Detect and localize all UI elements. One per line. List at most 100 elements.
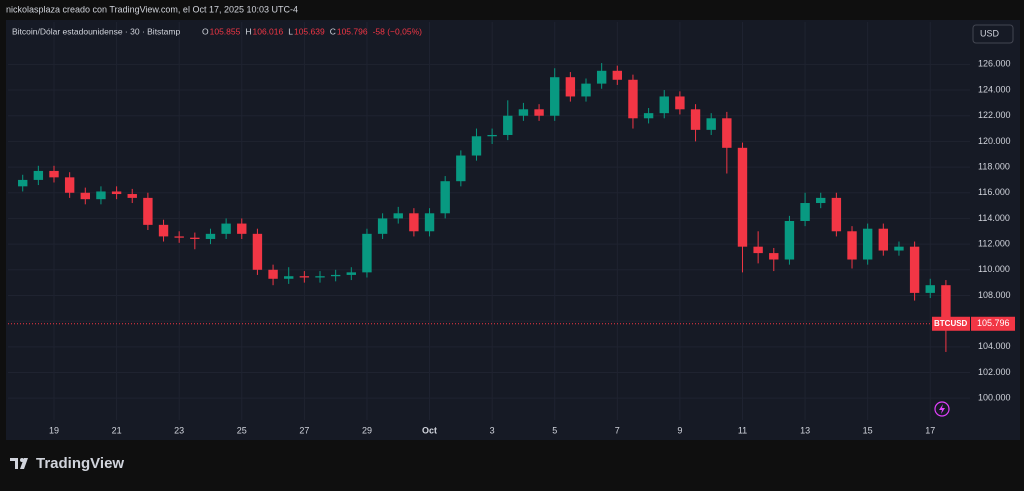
- candle-body: [252, 233, 263, 270]
- x-tick-label: 25: [237, 425, 247, 435]
- y-tick-label: 120.000: [978, 136, 1011, 146]
- candle-body: [143, 197, 153, 225]
- ohlc-key: L: [288, 26, 293, 36]
- candle-body: [158, 224, 169, 237]
- x-tick-label: 29: [362, 425, 372, 435]
- candle-body: [330, 274, 341, 277]
- symbol: Bitcoin/Dólar estadounidense · 30 · Bits…: [12, 26, 180, 36]
- candle-body: [346, 272, 356, 275]
- candle-body: [565, 77, 576, 97]
- candle-body: [518, 109, 529, 116]
- candle-body: [315, 276, 325, 278]
- candle-body: [424, 213, 435, 232]
- y-tick-label: 114.000: [978, 213, 1010, 223]
- candle-body: [299, 276, 310, 278]
- candle-body: [862, 228, 873, 260]
- candle-body: [894, 246, 904, 251]
- x-tick-label: 17: [925, 425, 935, 435]
- candle-body: [941, 285, 951, 324]
- candle-body: [690, 109, 701, 130]
- candle-body: [174, 236, 184, 238]
- candle-body: [221, 223, 231, 234]
- y-tick-label: 124.000: [978, 84, 1011, 94]
- x-tick-label: 7: [615, 425, 620, 435]
- price-label: 105.796: [977, 318, 1010, 328]
- ohlc-value: 105.639: [294, 26, 325, 36]
- y-tick-label: 100.000: [978, 393, 1011, 403]
- candle-body: [377, 218, 388, 234]
- candle-body: [362, 233, 372, 273]
- y-tick-label: 126.000: [978, 59, 1011, 69]
- alert-bolt: [939, 404, 945, 414]
- candle-body: [596, 70, 607, 84]
- candle-body: [550, 77, 560, 116]
- credit: nickolasplaza creado con TradingView.com…: [6, 4, 298, 14]
- candle-body: [393, 213, 403, 219]
- ohlc-key: C: [330, 26, 336, 36]
- brand-name: TradingView: [36, 455, 124, 472]
- x-tick-label: 11: [738, 425, 747, 435]
- candle-body: [612, 70, 623, 80]
- candle-body: [64, 177, 75, 193]
- candle-body: [205, 233, 216, 239]
- candle-body: [659, 96, 669, 114]
- candle-body: [409, 213, 419, 232]
- x-tick-label: 27: [299, 425, 309, 435]
- y-tick-label: 102.000: [978, 367, 1011, 377]
- currency-button[interactable]: [972, 24, 1014, 44]
- price-tag: [971, 316, 1015, 331]
- candle-body: [96, 191, 106, 200]
- change: -58 (−0,05%): [373, 26, 423, 36]
- candle-body: [18, 179, 28, 187]
- candle-body: [816, 197, 826, 204]
- x-tick-label: 3: [490, 425, 495, 435]
- candle-body: [784, 221, 795, 260]
- candle-body: [440, 181, 450, 214]
- y-tick-label: 116.000: [978, 187, 1010, 197]
- candle-body: [471, 136, 482, 156]
- x-tick-label: 9: [677, 425, 682, 435]
- candle-body: [49, 170, 59, 178]
- x-tick-label: 19: [49, 425, 59, 435]
- candle-body: [925, 285, 935, 293]
- candle-body: [800, 203, 810, 221]
- y-tick-label: 122.000: [978, 110, 1011, 120]
- candle-body: [878, 228, 889, 251]
- x-tick-label: Oct: [422, 425, 437, 435]
- y-tick-label: 108.000: [978, 290, 1011, 300]
- brand: TradingView: [10, 455, 124, 472]
- y-tick-label: 118.000: [978, 161, 1010, 171]
- x-tick-label: 21: [112, 425, 122, 435]
- candle-body: [847, 231, 857, 260]
- ohlc-key: H: [245, 26, 251, 36]
- x-tick-label: 5: [552, 425, 557, 435]
- ohlc-value: 105.796: [337, 26, 368, 36]
- candle-body: [534, 109, 544, 116]
- candle-body: [769, 253, 779, 260]
- candle-body: [628, 79, 638, 119]
- y-tick-label: 112.000: [978, 238, 1010, 248]
- ticker-tag: [932, 316, 970, 331]
- candle-body: [753, 246, 763, 254]
- candle-body: [487, 134, 497, 137]
- ohlc-value: 106.016: [253, 26, 284, 36]
- ohlc-key: O: [202, 26, 209, 36]
- candle-body: [284, 276, 294, 279]
- x-tick-label: 13: [800, 425, 810, 435]
- y-tick-label: 104.000: [978, 341, 1011, 351]
- candle-body: [909, 246, 920, 293]
- candle-body: [722, 118, 732, 148]
- candle-body: [581, 83, 591, 97]
- candle-body: [675, 96, 685, 110]
- y-tick-label: 110.000: [978, 264, 1010, 274]
- candle-body: [190, 237, 200, 239]
- ticker: BTCUSD: [934, 319, 968, 328]
- candle-body: [80, 192, 90, 200]
- candle-body: [643, 113, 654, 119]
- candle-body: [706, 118, 716, 130]
- candle-body: [33, 170, 44, 180]
- alert-icon[interactable]: [934, 401, 950, 417]
- candle-body: [503, 115, 513, 135]
